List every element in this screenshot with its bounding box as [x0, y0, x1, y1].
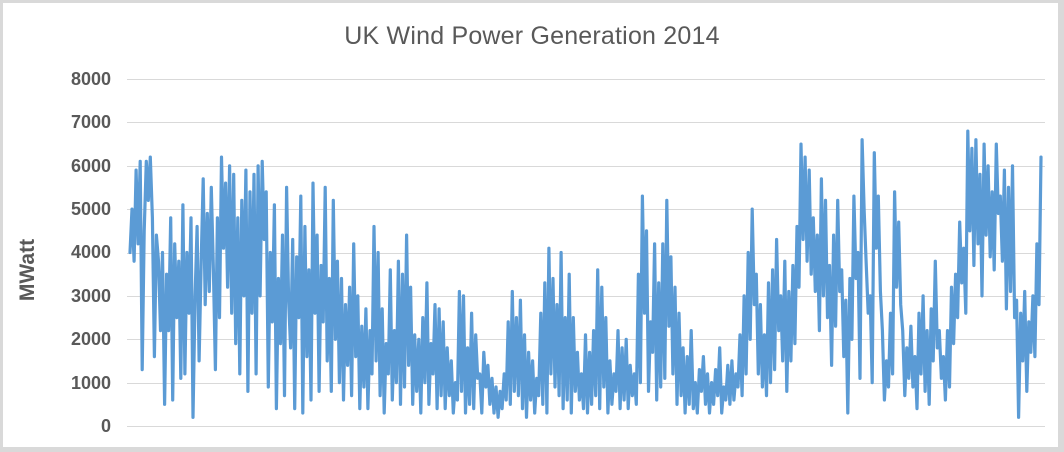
series-line-mwatt	[128, 129, 1043, 419]
y-tick-5000: 5000	[70, 199, 111, 219]
y-tick-8000: 8000	[70, 69, 111, 89]
y-tick-7000: 7000	[70, 112, 111, 132]
y-tick-4000: 4000	[70, 242, 111, 262]
y-tick-2000: 2000	[70, 329, 111, 349]
y-tick-0: 0	[100, 416, 111, 436]
y-tick-3000: 3000	[70, 286, 111, 306]
y-tick-6000: 6000	[70, 156, 111, 176]
y-tick-1000: 1000	[70, 373, 111, 393]
chart-title: UK Wind Power Generation 2014	[344, 22, 720, 50]
